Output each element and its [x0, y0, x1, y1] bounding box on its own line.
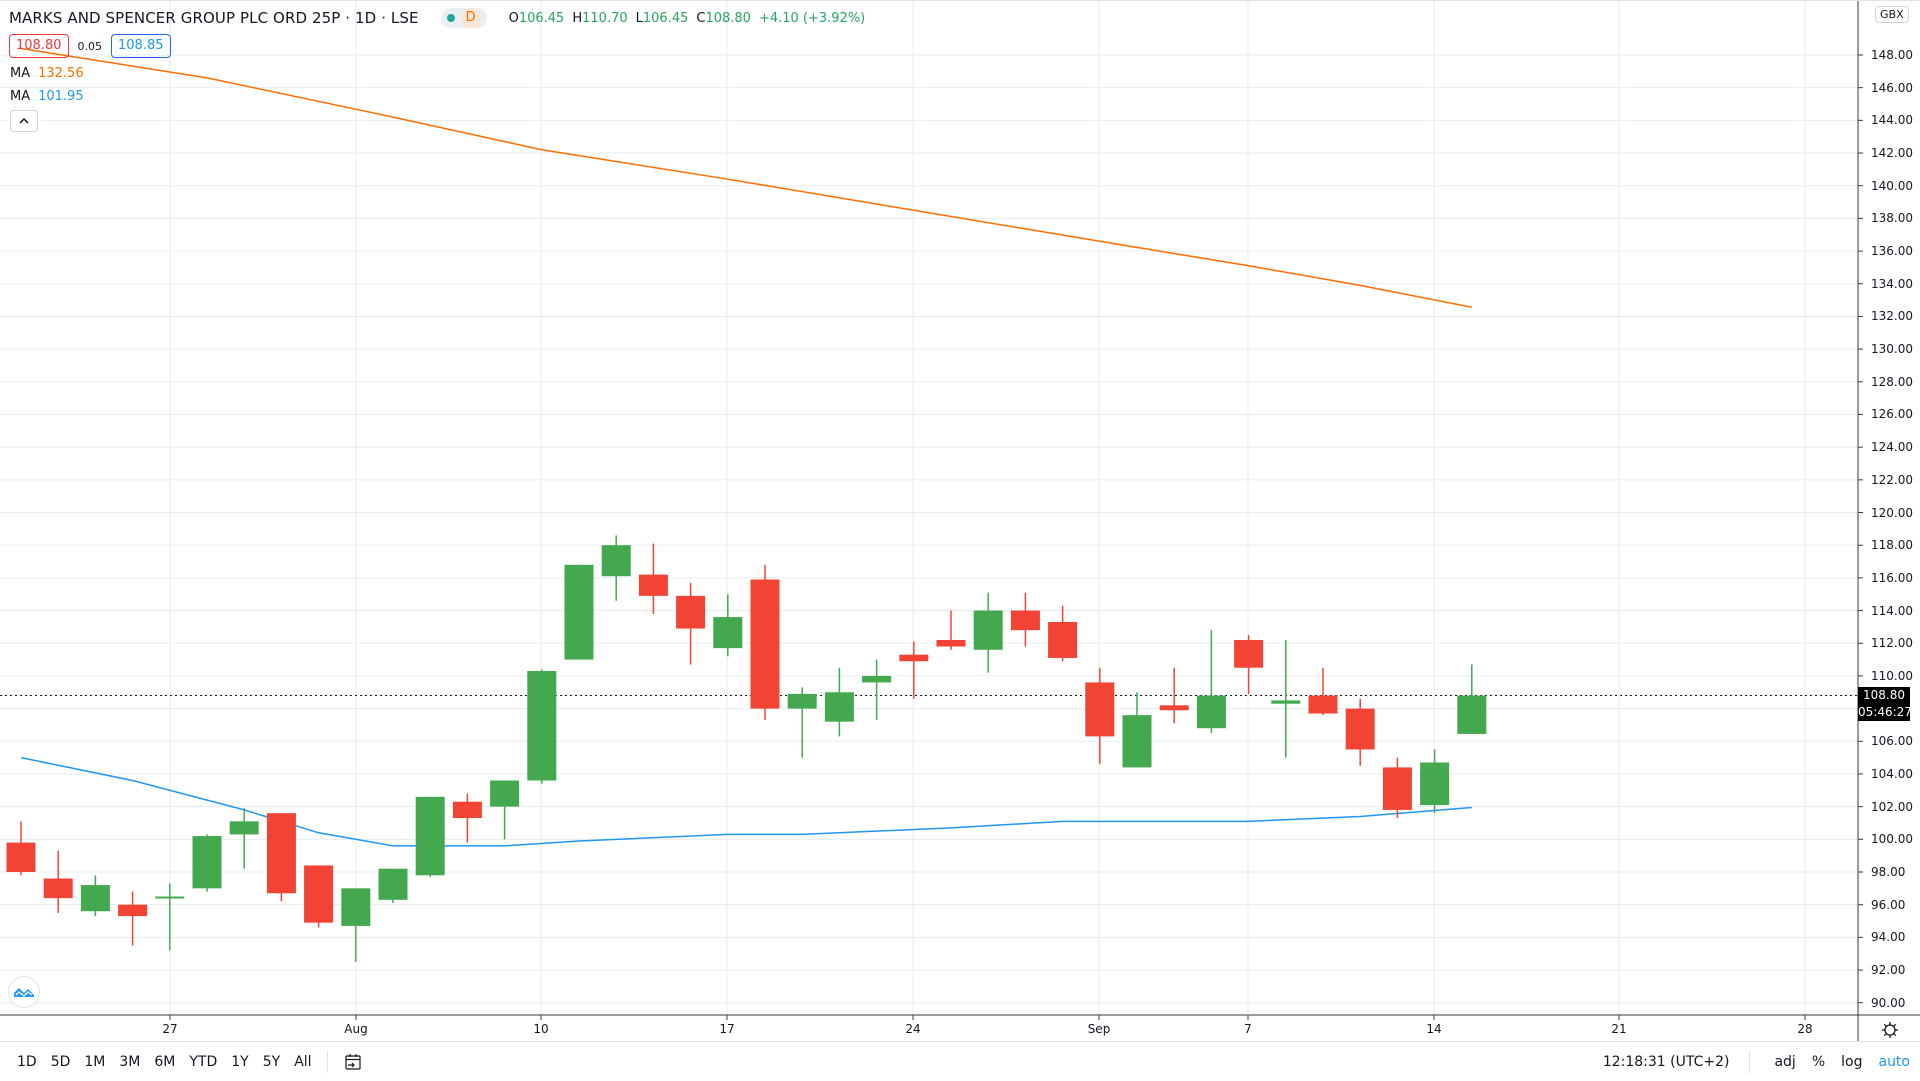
clock-timezone[interactable]: 12:18:31 (UTC+2): [1602, 1053, 1730, 1070]
price-tick-label: 114.00: [1871, 603, 1913, 618]
sell-price-button[interactable]: 108.80: [9, 34, 69, 58]
ohlc-values: O106.45 H110.70 L106.45 C108.80 +4.10 (+…: [509, 11, 866, 26]
time-tick-label: Sep: [1087, 1022, 1111, 1036]
bar-countdown-label: 05:46:27: [1858, 703, 1912, 721]
ma-slow-value: 132.56: [38, 66, 84, 81]
tradingview-logo-button[interactable]: [8, 976, 40, 1008]
price-tick-label: 138.00: [1871, 211, 1913, 226]
time-tick-label: 7: [1244, 1022, 1252, 1036]
toolbar-divider: [1749, 1050, 1751, 1073]
chevron-up-icon: [19, 118, 29, 124]
moving-average-lines: [20, 47, 1472, 847]
go-to-date-calendar-icon[interactable]: [344, 1053, 362, 1071]
toolbar-divider: [326, 1050, 328, 1073]
market-status-pill[interactable]: D: [440, 8, 487, 28]
price-tick-label: 140.00: [1871, 178, 1913, 193]
open-value: 106.45: [518, 10, 565, 26]
change-value: +4.10 (+3.92%): [758, 10, 866, 26]
time-tick-label: 14: [1426, 1022, 1442, 1036]
adj-toggle[interactable]: adj: [1774, 1053, 1796, 1070]
price-tick-label: 142.00: [1871, 146, 1913, 161]
ma-fast-label: MA: [10, 89, 31, 104]
range-button-3m[interactable]: 3M: [119, 1053, 141, 1070]
status-badge: D: [460, 8, 481, 28]
percent-scale-toggle[interactable]: %: [1811, 1053, 1826, 1070]
current-price-label: 108.80: [1858, 686, 1910, 704]
close-label: C: [696, 10, 706, 26]
time-tick-label: 10: [533, 1022, 549, 1036]
price-tick-label: 118.00: [1871, 538, 1913, 553]
close-value: 108.80: [705, 10, 751, 26]
price-tick-label: 132.00: [1871, 309, 1913, 324]
range-button-all[interactable]: All: [294, 1053, 312, 1070]
currency-label[interactable]: GBX: [1875, 6, 1909, 23]
open-label: O: [508, 10, 519, 26]
symbol-legend: MARKS AND SPENCER GROUP PLC ORD 25P · 1D…: [9, 8, 865, 28]
logo-icon: [14, 988, 34, 997]
range-button-ytd[interactable]: YTD: [189, 1053, 218, 1070]
price-tick-label: 134.00: [1871, 276, 1913, 291]
price-tick-label: 92.00: [1871, 963, 1906, 978]
price-tick-label: 130.00: [1871, 342, 1913, 357]
spread-value: 0.05: [77, 39, 103, 53]
right-toolbar: 12:18:31 (UTC+2) adj % log auto: [1602, 1050, 1910, 1073]
low-label: L: [635, 10, 643, 26]
chart-axes: [0, 0, 1920, 1041]
price-tick-label: 120.00: [1871, 505, 1913, 520]
bid-ask-row: 108.80 0.05 108.85: [9, 34, 171, 58]
candles: [6, 535, 1487, 962]
collapse-legend-button[interactable]: [10, 110, 38, 132]
price-tick-label: 96.00: [1871, 897, 1906, 912]
price-tick-label: 100.00: [1871, 832, 1913, 847]
chart-grid: [0, 0, 1858, 1015]
price-tick-label: 102.00: [1871, 799, 1913, 814]
price-tick-label: 112.00: [1871, 636, 1913, 651]
range-button-5d[interactable]: 5D: [50, 1053, 71, 1070]
price-tick-label: 110.00: [1871, 668, 1913, 683]
price-tick-label: 144.00: [1871, 113, 1913, 128]
price-tick-label: 124.00: [1871, 440, 1913, 455]
ma-slow-legend[interactable]: MA 132.56: [10, 66, 84, 81]
time-tick-label: 21: [1611, 1022, 1627, 1036]
ma-fast-legend[interactable]: MA 101.95: [10, 89, 84, 104]
log-scale-toggle[interactable]: log: [1841, 1053, 1863, 1070]
time-tick-label: 27: [162, 1022, 178, 1036]
price-tick-label: 116.00: [1871, 570, 1913, 585]
symbol-title[interactable]: MARKS AND SPENCER GROUP PLC ORD 25P · 1D…: [9, 9, 419, 27]
high-value: 110.70: [582, 10, 628, 26]
ma-fast-value: 101.95: [38, 89, 84, 104]
price-tick-label: 148.00: [1871, 48, 1913, 62]
price-tick-label: 98.00: [1871, 865, 1906, 879]
low-value: 106.45: [642, 10, 689, 26]
range-button-5y[interactable]: 5Y: [262, 1053, 281, 1070]
time-tick-label: Aug: [344, 1022, 368, 1036]
range-button-1m[interactable]: 1M: [84, 1053, 106, 1070]
time-tick-label: 28: [1797, 1022, 1813, 1036]
date-range-buttons: 1D 5D 1M 3M 6M YTD 1Y 5Y All: [10, 1054, 319, 1070]
price-tick-label: 126.00: [1871, 407, 1913, 422]
price-tick-label: 146.00: [1871, 80, 1913, 95]
price-tick-label: 136.00: [1871, 244, 1913, 259]
price-tick-label: 104.00: [1871, 766, 1913, 781]
bottom-toolbar: 1D 5D 1M 3M 6M YTD 1Y 5Y All 12:18:31 (UTC+2) ad…: [0, 1041, 1920, 1081]
range-button-6m[interactable]: 6M: [154, 1053, 176, 1070]
chart-settings-gear-icon[interactable]: [1881, 1021, 1899, 1043]
price-tick-label: 106.00: [1871, 734, 1913, 749]
high-label: H: [572, 10, 583, 26]
price-tick-label: 90.00: [1871, 995, 1906, 1010]
ma-slow-label: MA: [10, 66, 31, 81]
time-tick-label: 24: [905, 1022, 921, 1036]
auto-scale-toggle[interactable]: auto: [1878, 1053, 1910, 1070]
buy-price-button[interactable]: 108.85: [111, 34, 171, 58]
time-tick-label: 17: [719, 1022, 735, 1036]
price-tick-label: 94.00: [1871, 930, 1906, 945]
range-button-1y[interactable]: 1Y: [231, 1053, 249, 1070]
price-tick-label: 128.00: [1871, 374, 1913, 389]
range-button-1d[interactable]: 1D: [17, 1053, 37, 1070]
market-open-dot-icon: [446, 14, 455, 22]
price-tick-label: 122.00: [1871, 472, 1913, 487]
